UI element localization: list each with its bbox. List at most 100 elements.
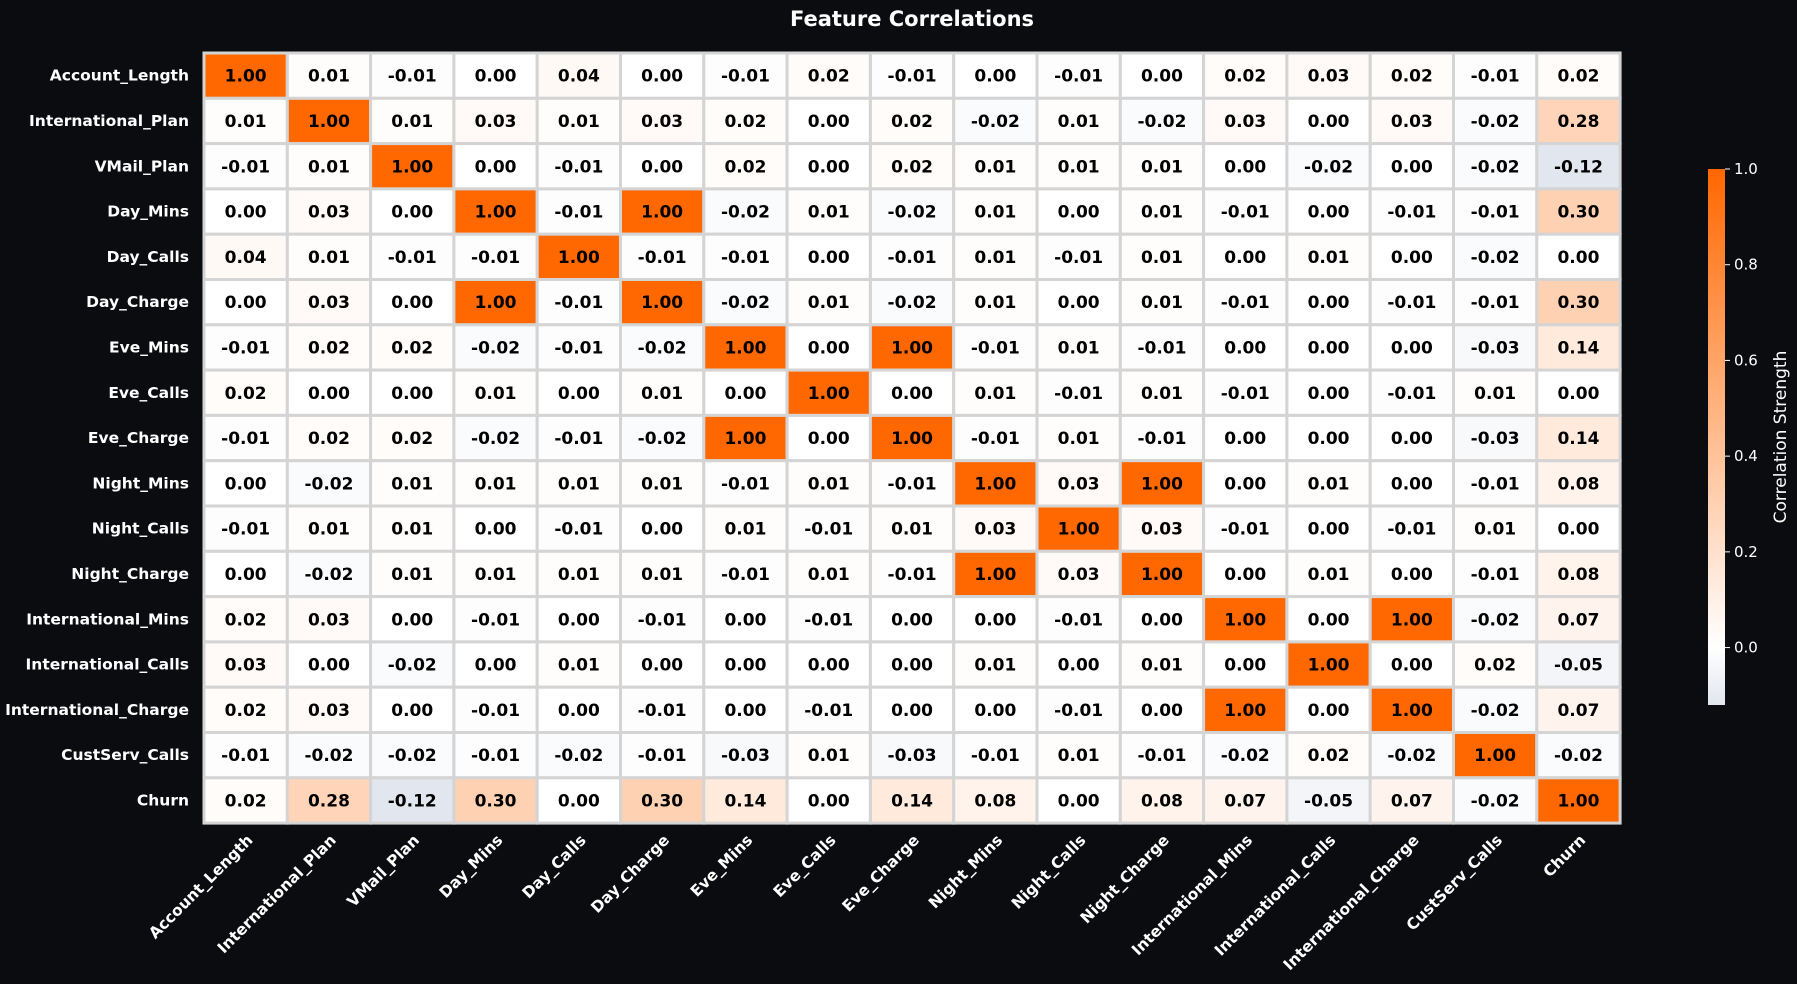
cell-value-label: 0.00 (308, 656, 350, 676)
cell-value-label: -0.01 (388, 248, 437, 268)
cell-value-label: 0.00 (808, 338, 850, 358)
cell-value-label: 0.00 (1308, 701, 1350, 721)
cell-value-label: 1.00 (891, 338, 933, 358)
cell-value-label: -0.01 (1471, 293, 1520, 313)
cell-value-label: 1.00 (391, 157, 433, 177)
cell-value-label: 0.02 (225, 610, 267, 630)
heatmap-cell (285, 549, 373, 599)
heatmap-cell (1535, 776, 1622, 825)
cell-value-label: 0.01 (641, 384, 683, 404)
column-label: Night_Mins (925, 831, 1006, 912)
cell-value-label: 0.00 (1058, 791, 1100, 811)
heatmap-cell (952, 368, 1039, 417)
heatmap-cell (1202, 278, 1289, 327)
cell-value-label: -0.01 (554, 293, 603, 313)
row-label: Day_Mins (107, 203, 189, 221)
heatmap-cell (285, 368, 373, 417)
cell-value-label: -0.01 (721, 67, 770, 87)
column-label: Night_Charge (1077, 831, 1173, 927)
cell-value-label: 1.00 (1308, 656, 1350, 676)
heatmap-cell (202, 685, 289, 735)
cell-value-label: 1.00 (308, 112, 350, 132)
heatmap-cell (1202, 685, 1289, 735)
row-label: VMail_Plan (95, 157, 189, 175)
row-label: Night_Calls (92, 520, 189, 538)
heatmap-cell (868, 685, 956, 735)
cell-value-label: 0.00 (558, 610, 600, 630)
heatmap-cell (785, 51, 872, 100)
cell-value-label: 0.01 (974, 157, 1016, 177)
cell-value-label: 0.00 (1391, 565, 1433, 585)
colorbar-ticks: 0.0 0.2 0.4 0.6 0.8 1.0 (1725, 160, 1758, 657)
cell-value-label: 0.00 (641, 157, 683, 177)
heatmap-cell (619, 413, 706, 463)
cell-value-label: 0.01 (1308, 474, 1350, 494)
column-label: Day_Charge (588, 831, 673, 916)
cell-value-label: 0.01 (1141, 293, 1183, 313)
heatmap-cell (1368, 549, 1455, 599)
cell-value-label: 0.28 (1557, 112, 1599, 132)
cell-value-label: -0.01 (888, 67, 937, 87)
cell-value-label: 0.00 (974, 701, 1016, 721)
cell-value-label: -0.02 (1471, 248, 1520, 268)
cell-value-label: 0.00 (391, 384, 433, 404)
cell-value-label: 0.00 (724, 610, 766, 630)
cell-value-label: 0.00 (1557, 248, 1599, 268)
cell-value-label: -0.01 (1387, 520, 1436, 540)
heatmap-cell (452, 187, 539, 236)
cell-value-label: 0.01 (1058, 429, 1100, 449)
cell-value-label: 0.00 (1391, 429, 1433, 449)
cell-value-label: -0.01 (971, 429, 1020, 449)
cell-value-label: 0.01 (558, 474, 600, 494)
column-label: Day_Mins (436, 831, 507, 902)
cell-value-label: -0.01 (1387, 384, 1436, 404)
row-label: International_Calls (26, 656, 189, 674)
cell-value-label: 0.00 (1058, 293, 1100, 313)
cell-value-label: 0.30 (475, 791, 517, 811)
row-label: Day_Charge (86, 293, 189, 311)
cell-value-label: 0.00 (558, 384, 600, 404)
cell-value-label: -0.03 (888, 746, 937, 766)
cell-value-label: 0.00 (1224, 474, 1266, 494)
cell-value-label: 0.00 (891, 384, 933, 404)
cell-value-label: -0.02 (1387, 746, 1436, 766)
cell-value-label: 0.03 (308, 293, 350, 313)
cell-value-label: 0.03 (641, 112, 683, 132)
cell-value-label: -0.02 (1221, 746, 1270, 766)
cell-value-label: -0.01 (1221, 293, 1270, 313)
cell-value-label: 0.02 (724, 112, 766, 132)
heatmap-cell (952, 51, 1039, 100)
cell-value-label: -0.01 (804, 610, 853, 630)
heatmap-cell (1118, 278, 1206, 327)
cell-value-label: 0.01 (808, 293, 850, 313)
column-label: Day_Calls (519, 831, 590, 902)
cell-value-label: -0.02 (638, 429, 687, 449)
cell-value-label: -0.01 (1471, 565, 1520, 585)
cell-value-label: -0.01 (554, 429, 603, 449)
cell-value-label: 1.00 (808, 384, 850, 404)
heatmap-cell (1535, 232, 1622, 281)
cell-value-label: 0.01 (974, 293, 1016, 313)
cell-value-label: -0.02 (1471, 157, 1520, 177)
cell-value-label: 1.00 (1141, 474, 1183, 494)
cell-value-label: -0.01 (638, 610, 687, 630)
cell-value-label: 0.00 (1308, 293, 1350, 313)
cell-value-label: 0.03 (475, 112, 517, 132)
cell-value-label: 1.00 (475, 203, 517, 223)
cell-value-label: 0.00 (1308, 338, 1350, 358)
cell-value-label: 0.00 (974, 610, 1016, 630)
heatmap-cell (1118, 685, 1206, 735)
cell-value-label: 0.00 (1391, 157, 1433, 177)
heatmap-cell (535, 187, 623, 236)
cell-value-label: 0.00 (1141, 701, 1183, 721)
cell-value-label: 0.01 (308, 67, 350, 87)
cell-value-label: 0.01 (641, 474, 683, 494)
cell-value-label: 0.00 (225, 203, 267, 223)
cell-value-label: 0.01 (558, 112, 600, 132)
colorbar-gradient (1708, 169, 1725, 705)
cell-value-label: -0.01 (1054, 701, 1103, 721)
cell-value-label: 0.00 (391, 610, 433, 630)
cell-value-label: -0.01 (1054, 67, 1103, 87)
cell-value-label: -0.01 (221, 746, 270, 766)
cell-value-label: 0.00 (1308, 203, 1350, 223)
